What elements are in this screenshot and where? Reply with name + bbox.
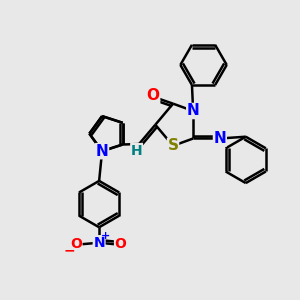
Text: O: O	[115, 237, 127, 251]
Text: N: N	[93, 236, 105, 250]
Text: N: N	[214, 131, 226, 146]
Text: N: N	[187, 103, 200, 118]
Text: +: +	[101, 231, 110, 241]
Text: S: S	[167, 138, 178, 153]
Text: N: N	[96, 144, 109, 159]
Text: O: O	[147, 88, 160, 104]
Text: H: H	[131, 144, 142, 158]
Text: O: O	[70, 237, 82, 251]
Text: −: −	[64, 244, 75, 258]
